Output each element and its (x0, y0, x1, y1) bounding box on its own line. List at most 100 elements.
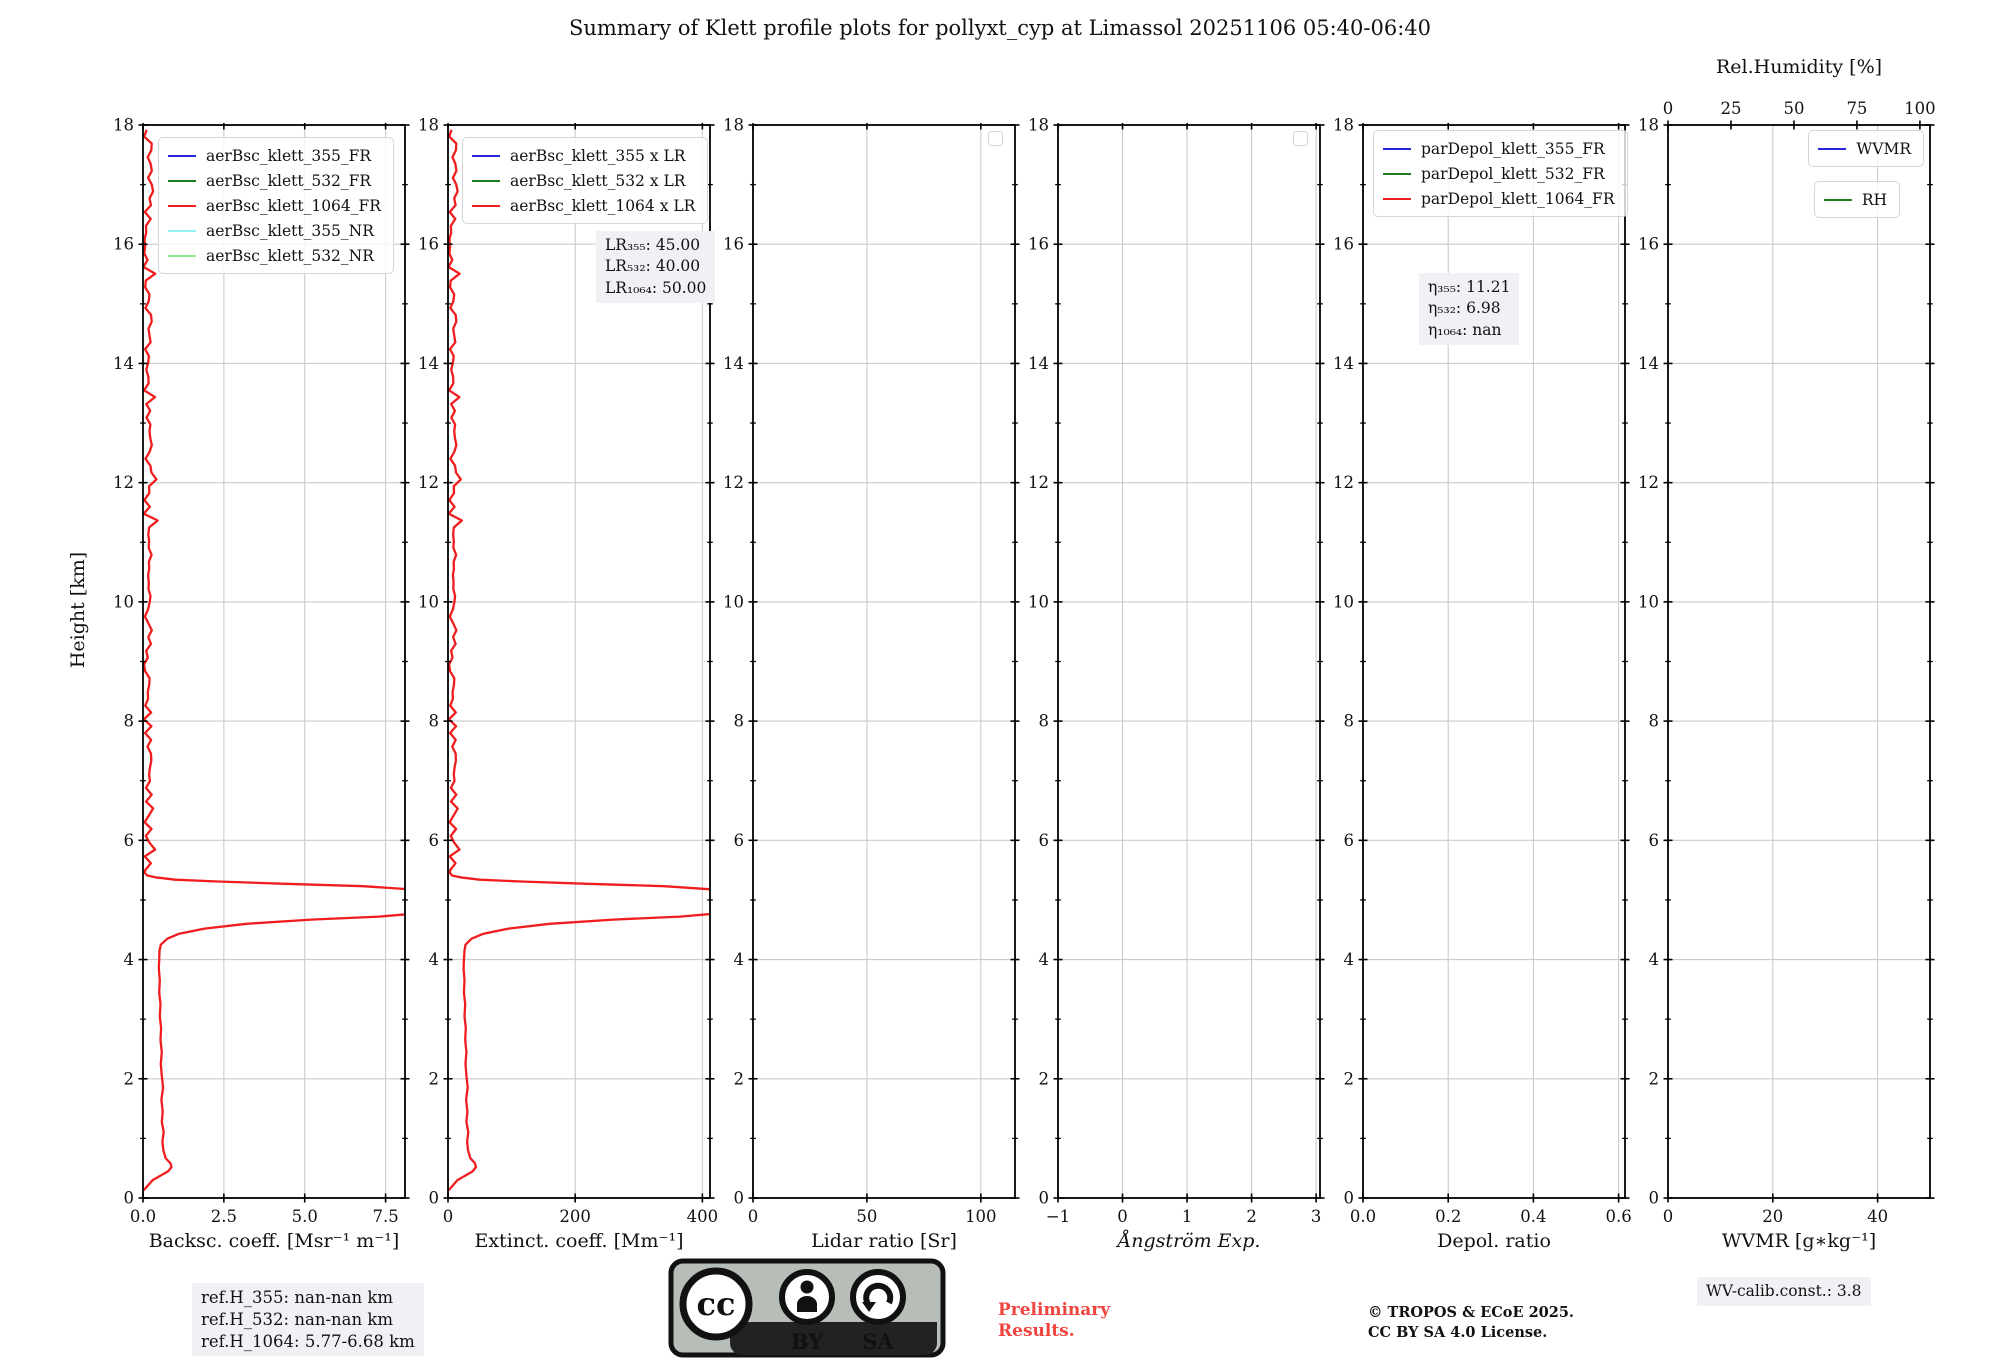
svg-text:2: 2 (734, 1069, 745, 1088)
panel-extinction: 0 2 4 6 8 10 12 14 16 18 0 200 400 (418, 116, 718, 1227)
legend-item: parDepol_klett_355_FR (1383, 136, 1615, 161)
depol-ratio-ticks: 0 2 4 6 8 10 12 14 16 18 0.0 0.2 0.4 0.6 (1333, 116, 1632, 1227)
svg-text:6: 6 (429, 831, 440, 850)
legend-item: aerBsc_klett_532 x LR (472, 168, 695, 193)
svg-text:4: 4 (734, 950, 745, 969)
extinction-series (448, 129, 710, 1192)
lidar-ratio-ticks: 0 2 4 6 8 10 12 14 16 18 0 50 100 (723, 116, 1020, 1226)
ref-height-1064: ref.H_1064: 5.77-6.68 km (201, 1331, 415, 1351)
svg-text:50: 50 (1783, 99, 1804, 118)
extinction-annotation-box: LR₃₅₅: 45.00 LR₅₃₂: 40.00 LR₁₀₆₄: 50.00 (596, 231, 716, 304)
svg-text:14: 14 (723, 354, 744, 373)
svg-text:16: 16 (113, 235, 134, 254)
legend-item: WVMR (1818, 136, 1911, 161)
svg-text:18: 18 (723, 116, 744, 135)
legend-label: parDepol_klett_1064_FR (1421, 189, 1615, 208)
legend-line-swatch (168, 204, 196, 207)
svg-text:0.0: 0.0 (130, 1207, 156, 1226)
legend-line-swatch (168, 179, 196, 182)
depol-ratio-annotation-box: η₃₅₅: 11.21 η₅₃₂: 6.98 η₁₀₆₄: nan (1419, 273, 1520, 346)
legend-line-swatch (1383, 172, 1411, 175)
svg-text:0.6: 0.6 (1605, 1207, 1631, 1226)
svg-text:10: 10 (1028, 592, 1049, 611)
svg-text:10: 10 (113, 592, 134, 611)
xlabel-angstroem: Ångström Exp. (1117, 1230, 1261, 1252)
annotation-line: η₃₅₅: 11.21 (1428, 278, 1511, 296)
legend-line-swatch (168, 254, 196, 257)
copyright-credit: © TROPOS & ECoE 2025. CC BY SA 4.0 Licen… (1368, 1304, 1574, 1342)
legend-line-swatch (1818, 147, 1847, 150)
svg-text:14: 14 (1028, 354, 1049, 373)
svg-text:12: 12 (1028, 473, 1049, 492)
legend-wvmr-0: WVMR (1808, 130, 1924, 167)
svg-text:14: 14 (113, 354, 134, 373)
legend-label: parDepol_klett_532_FR (1421, 164, 1605, 183)
svg-text:6: 6 (124, 831, 135, 850)
legend-label: aerBsc_klett_355_FR (206, 146, 372, 165)
legend-item: aerBsc_klett_1064_FR (168, 193, 381, 218)
svg-text:5.0: 5.0 (292, 1207, 318, 1226)
angstroem-exponent-spines (1057, 124, 1321, 1199)
svg-text:8: 8 (1649, 712, 1660, 731)
rh-axis-label: Rel.Humidity [%] (1715, 56, 1883, 78)
legend-line-swatch (472, 154, 500, 157)
legend-label: parDepol_klett_355_FR (1421, 139, 1605, 158)
svg-text:2: 2 (1246, 1207, 1257, 1226)
legend-label: aerBsc_klett_532_FR (206, 171, 372, 190)
extinction-ticks: 0 2 4 6 8 10 12 14 16 18 0 200 400 (418, 116, 718, 1227)
svg-text:18: 18 (1028, 116, 1049, 135)
svg-text:16: 16 (418, 235, 439, 254)
svg-text:0: 0 (1649, 1189, 1660, 1208)
svg-text:6: 6 (1039, 831, 1050, 850)
profile-aerBsc_klett_1064 x LR (448, 129, 710, 1192)
legend-line-swatch (472, 204, 500, 207)
profile-aerBsc_klett_1064_FR (143, 129, 405, 1192)
xlabel-wvmr: WVMR [g∗kg⁻¹] (1721, 1230, 1877, 1252)
svg-text:2.5: 2.5 (211, 1207, 237, 1226)
svg-text:100: 100 (1904, 99, 1936, 118)
legend-item: aerBsc_klett_532_FR (168, 168, 381, 193)
legend-item: aerBsc_klett_355 x LR (472, 143, 695, 168)
svg-text:14: 14 (1638, 354, 1659, 373)
lidar-ratio-spines (752, 124, 1016, 1199)
svg-text:16: 16 (1333, 235, 1354, 254)
cc-glyph: cc (697, 1285, 736, 1323)
height-axis-label: Height [km] (67, 551, 89, 669)
svg-text:20: 20 (1762, 1207, 1783, 1226)
svg-text:10: 10 (723, 592, 744, 611)
legend-item: aerBsc_klett_355_NR (168, 218, 381, 243)
svg-text:8: 8 (124, 712, 135, 731)
legend-item: aerBsc_klett_1064 x LR (472, 193, 695, 218)
annotation-line: η₁₀₆₄: nan (1428, 320, 1502, 339)
svg-text:0.0: 0.0 (1350, 1207, 1376, 1226)
svg-text:12: 12 (1638, 473, 1659, 492)
legend-lidar-ratio (988, 131, 1003, 146)
figure-title: Summary of Klett profile plots for polly… (568, 16, 1431, 40)
svg-text:50: 50 (856, 1207, 877, 1226)
wvmr-gridlines (1668, 125, 1930, 1198)
wvmr-spines (1667, 124, 1931, 1199)
legend-label: aerBsc_klett_1064 x LR (510, 196, 696, 215)
svg-text:8: 8 (734, 712, 745, 731)
ref-height-355: ref.H_355: nan-nan km (201, 1288, 393, 1307)
legend-line-swatch (472, 179, 500, 182)
svg-text:8: 8 (429, 712, 440, 731)
legend-depol-ratio: parDepol_klett_355_FR parDepol_klett_532_… (1373, 130, 1628, 217)
svg-text:14: 14 (1333, 354, 1354, 373)
svg-text:18: 18 (1333, 116, 1354, 135)
legend-item: parDepol_klett_532_FR (1383, 161, 1615, 186)
legend-item: parDepol_klett_1064_FR (1383, 186, 1615, 211)
xlabel-depol: Depol. ratio (1437, 1230, 1551, 1252)
svg-text:16: 16 (1638, 235, 1659, 254)
legend-wvmr-1: RH (1813, 181, 1900, 218)
svg-text:12: 12 (723, 473, 744, 492)
legend-line-swatch (1383, 197, 1411, 200)
backscatter-ticks: 0 2 4 6 8 10 12 14 16 18 0.0 2.5 5.0 7.5 (113, 116, 410, 1226)
svg-text:8: 8 (1039, 712, 1050, 731)
svg-text:100: 100 (965, 1207, 997, 1226)
xlabel-backscatter: Backsc. coeff. [Msr⁻¹ m⁻¹] (148, 1230, 400, 1252)
